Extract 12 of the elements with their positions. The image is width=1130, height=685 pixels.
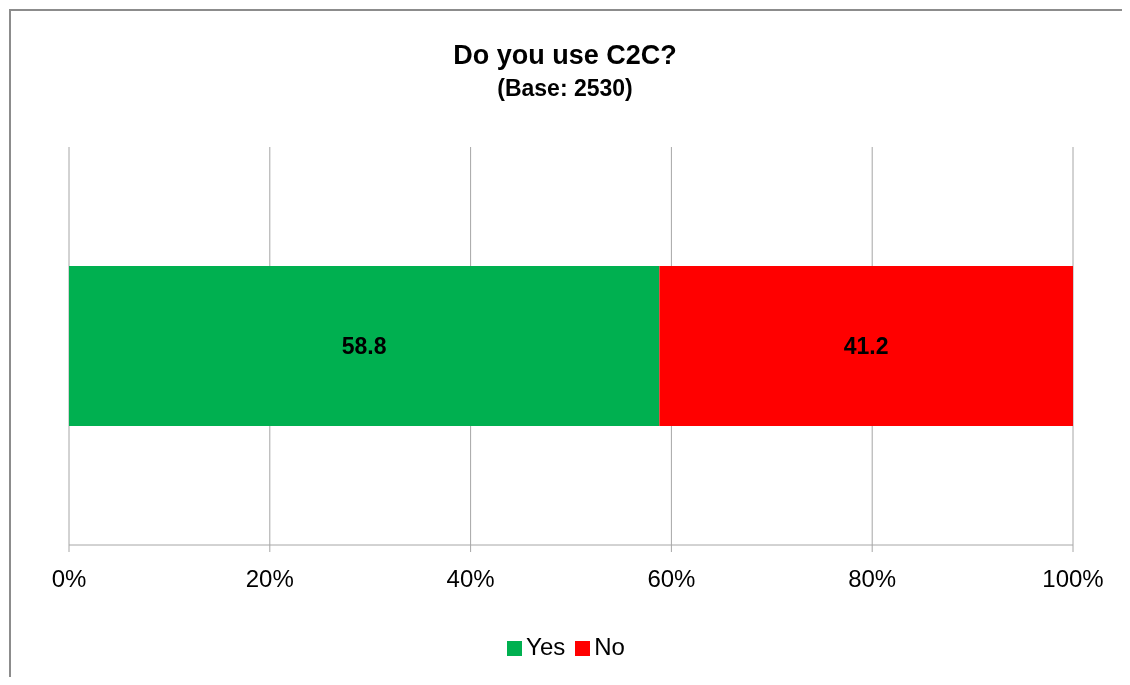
x-tick-label: 20% [245,565,294,593]
x-tick-label: 100% [1042,565,1104,593]
x-tick-label: 0% [51,565,87,593]
x-tick-label: 60% [647,565,696,593]
data-label: 41.2 [843,333,889,360]
data-label: 58.8 [341,333,387,360]
x-tick-label: 80% [848,565,897,593]
legend-label: Yes [526,633,566,660]
chart-subtitle: (Base: 2530) [496,74,634,102]
x-tick-label: 40% [446,565,495,593]
legend-label: No [594,633,625,660]
chart-title: Do you use C2C? [452,39,678,71]
